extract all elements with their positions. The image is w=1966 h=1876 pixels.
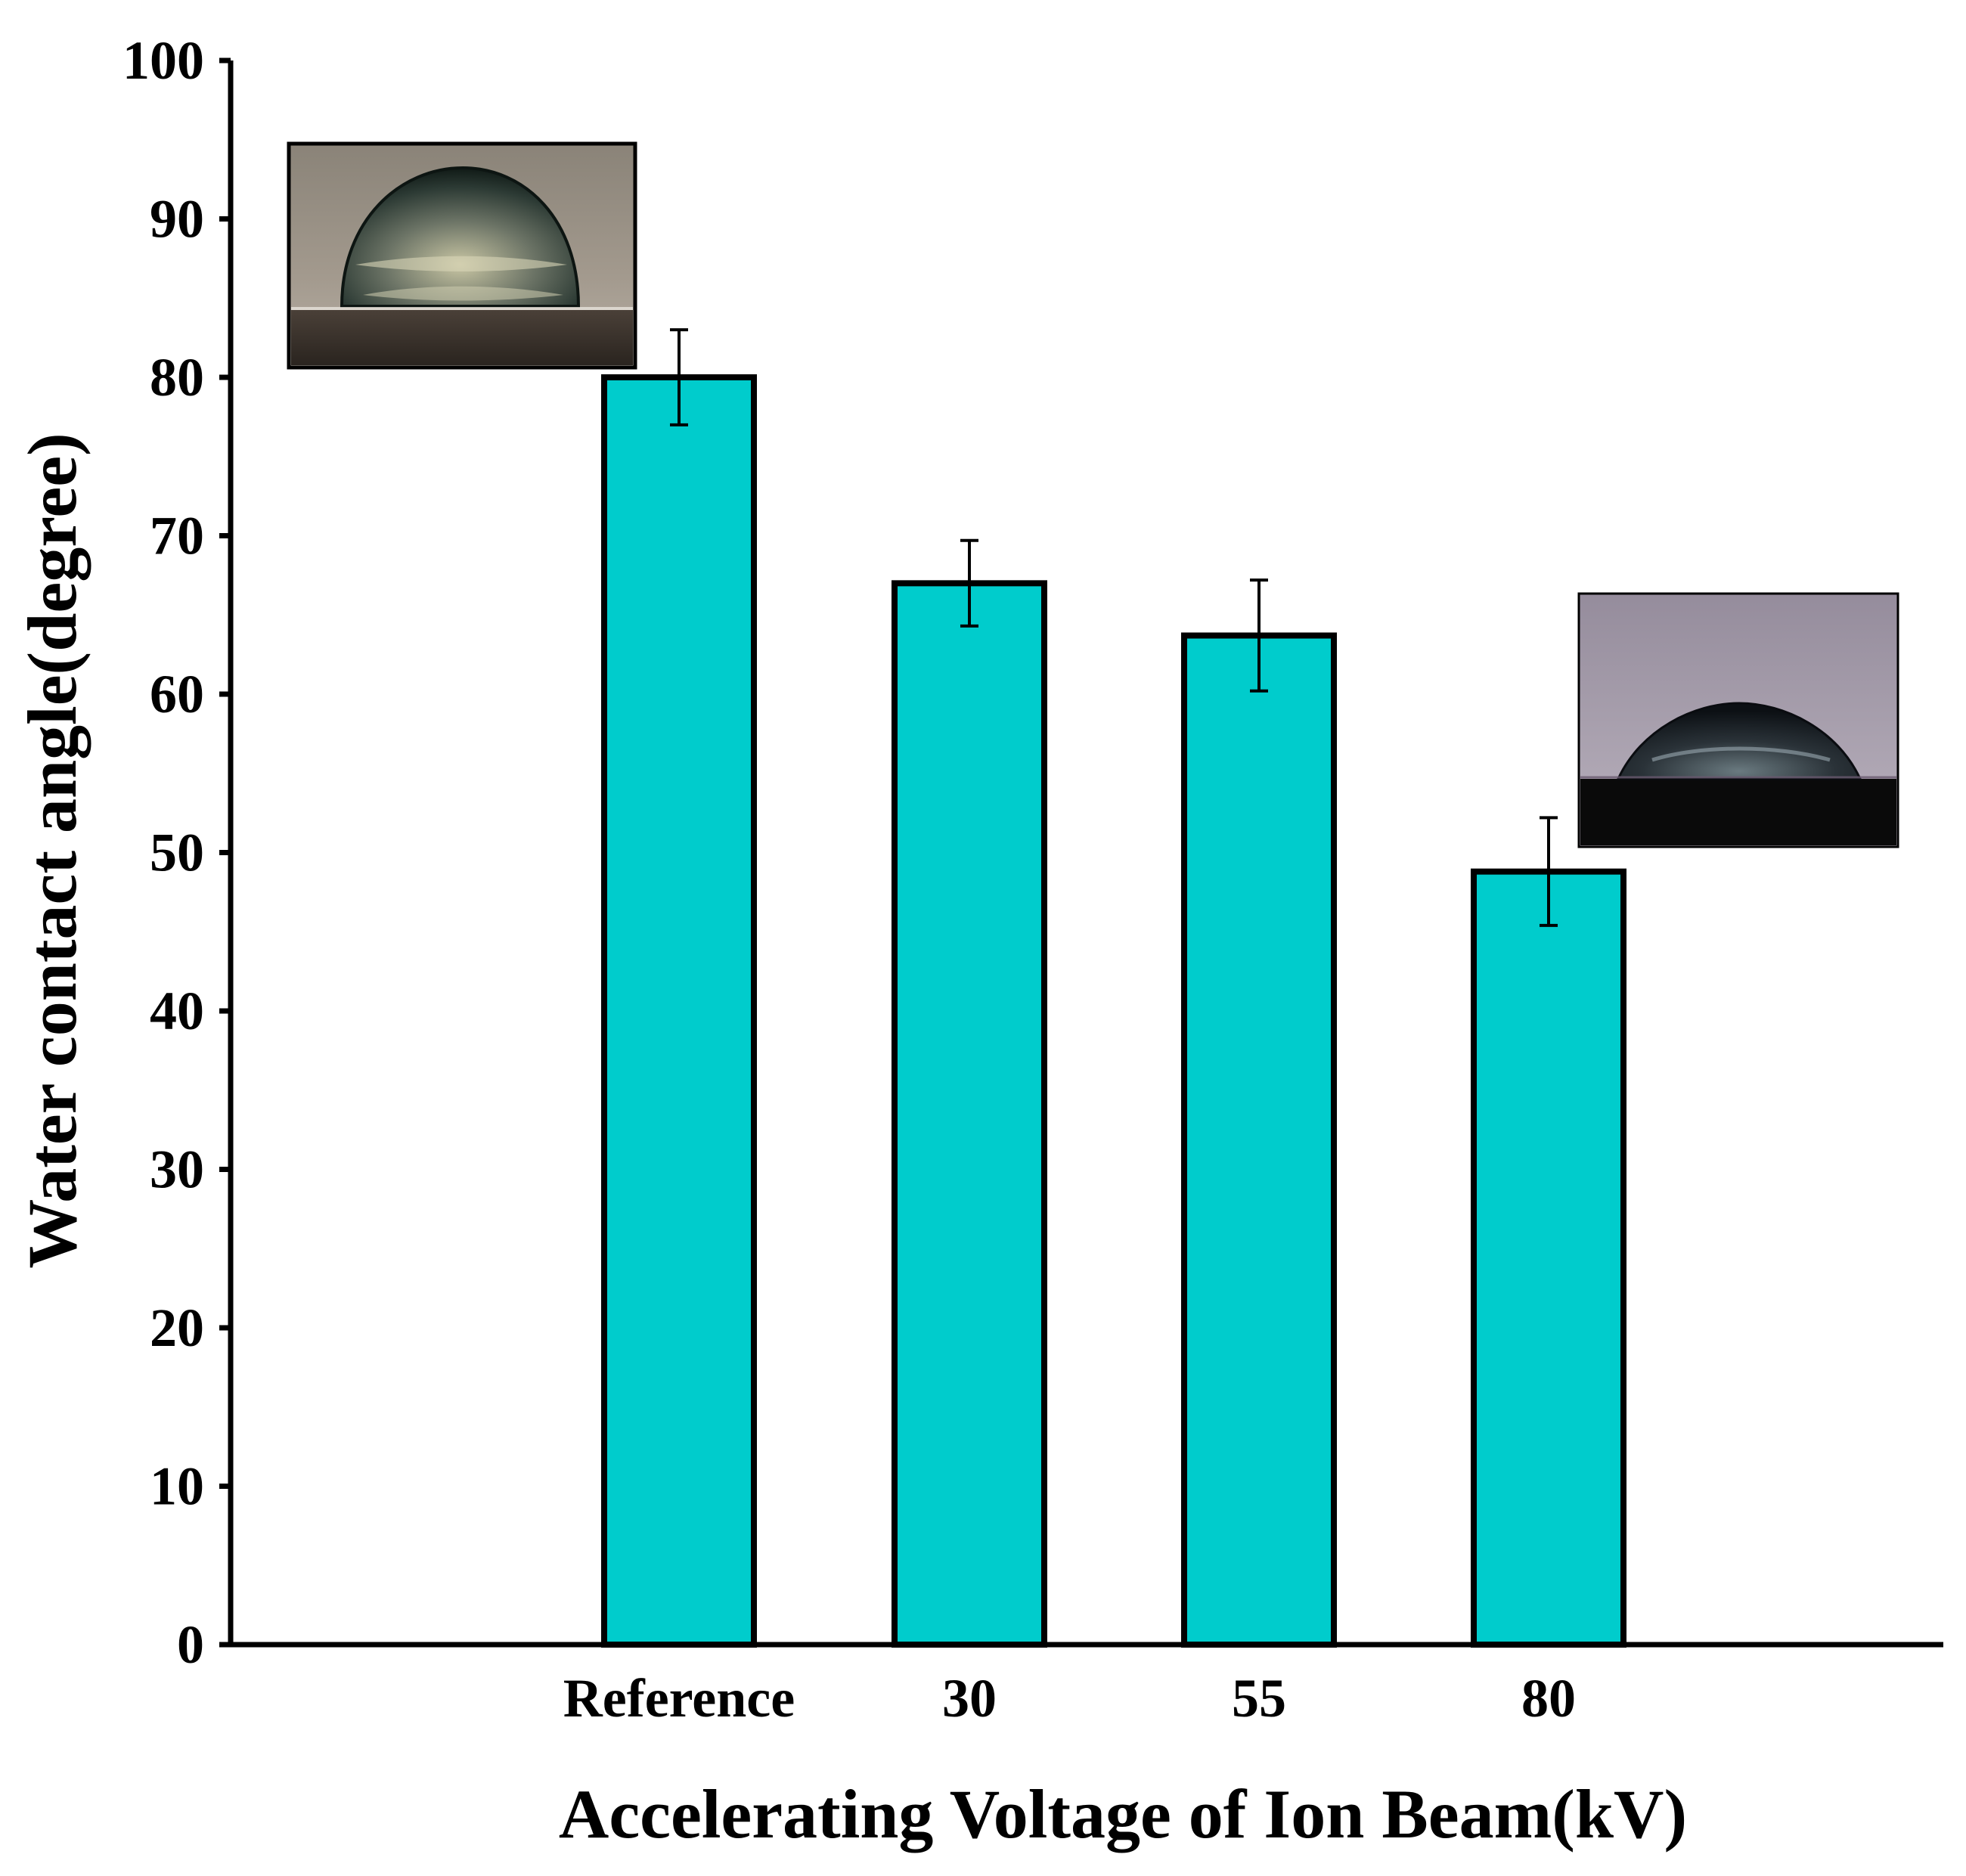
category-labels: Reference 30 55 80 [563,1668,1576,1729]
bar-55 [1181,632,1337,1648]
bar-reference [601,374,757,1648]
x-tick-label-80: 80 [1521,1668,1576,1729]
x-tick-label-55: 55 [1232,1668,1286,1729]
y-tick-label-100: 100 [122,30,204,91]
y-axis-title: Water contact angle(degree) [14,433,91,1268]
y-tick-label-0: 0 [177,1614,204,1675]
y-tick-label-10: 10 [150,1456,204,1517]
y-tick-label-50: 50 [150,823,204,883]
y-tick-label-70: 70 [150,506,204,566]
y-tick-label-80: 80 [150,347,204,408]
bars [601,374,1626,1648]
droplet-photo-reference [287,141,637,370]
y-tick-label-40: 40 [150,981,204,1041]
x-tick-label-30: 30 [942,1668,997,1729]
bar-80 [1471,868,1626,1648]
error-bar-55 [1250,578,1268,693]
y-tick-label-20: 20 [150,1298,204,1358]
y-ticks: 0 10 20 30 40 50 60 70 80 90 100 [122,30,231,1675]
droplet-photo-80kv [1577,592,1899,848]
y-tick-label-60: 60 [150,664,204,724]
y-tick-label-30: 30 [150,1140,204,1200]
error-bar-80 [1540,816,1558,927]
error-bars [670,328,1558,927]
y-tick-label-90: 90 [150,189,204,250]
x-tick-label-reference: Reference [563,1668,795,1729]
bar-30 [892,580,1047,1648]
error-bar-reference [670,328,688,426]
error-bar-30 [960,538,978,628]
x-axis-title: Accelerating Voltage of Ion Beam(kV) [559,1775,1687,1853]
